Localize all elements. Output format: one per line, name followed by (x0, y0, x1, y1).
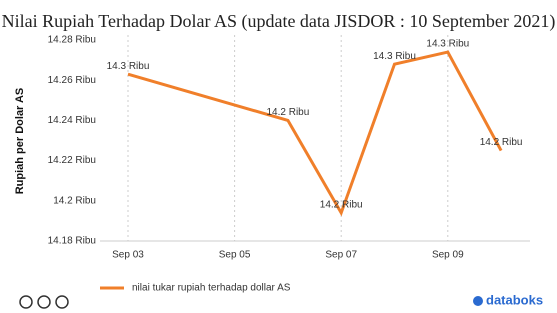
y-tick-label: 14.28 Ribu (48, 35, 96, 46)
data-label: 14.3 Ribu (373, 51, 416, 62)
x-tick-label: Sep 09 (432, 250, 464, 261)
brand-icon (473, 296, 483, 306)
license-icons (19, 295, 69, 309)
data-label: 14.2 Ribu (266, 107, 309, 118)
x-tick-label: Sep 03 (112, 250, 144, 261)
legend-label: nilai tukar rupiah terhadap dollar AS (132, 283, 291, 294)
x-tick-label: Sep 05 (219, 250, 251, 261)
y-tick-label: 14.26 Ribu (48, 75, 96, 86)
brand: databoks (486, 292, 543, 307)
data-label: 14.2 Ribu (320, 200, 363, 211)
x-tick-label: Sep 07 (325, 250, 357, 261)
data-label: 14.2 Ribu (480, 137, 523, 148)
y-axis-label: Rupiah per Dolar AS (14, 88, 26, 195)
y-tick-label: 14.24 Ribu (48, 115, 96, 126)
y-tick-label: 14.22 Ribu (48, 155, 96, 166)
data-label: 14.3 Ribu (426, 39, 469, 50)
y-tick-label: 14.18 Ribu (48, 236, 96, 247)
data-label: 14.3 Ribu (107, 61, 150, 72)
line (127, 50, 503, 217)
chart-title: Nilai Rupiah Terhadap Dolar AS (update d… (1, 11, 556, 31)
y-tick-label: 14.2 Ribu (53, 195, 96, 206)
